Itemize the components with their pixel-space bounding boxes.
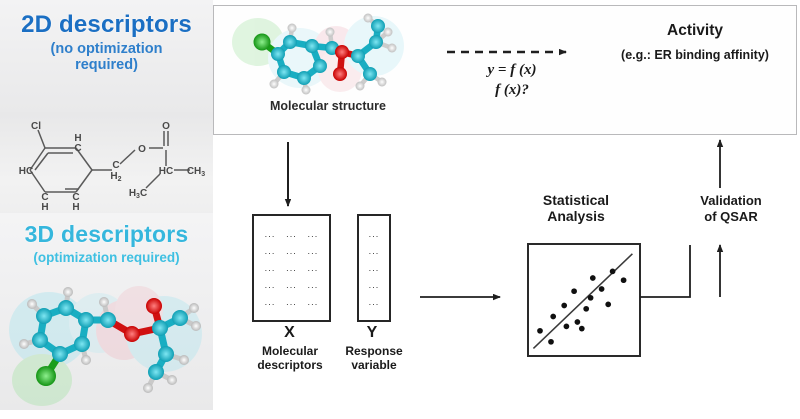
x-caption-line1: Molecular: [261, 344, 318, 358]
2d-chemical-structure: Cl H C HC C H C H C H2 O O HC CH3 H3C: [8, 118, 208, 216]
svg-text:O: O: [138, 144, 146, 155]
stat-title-line2: Analysis: [547, 208, 605, 225]
y-matrix-dotgrid: ... ... ... ... ...: [359, 216, 389, 320]
title-2d-descriptors: 2D descriptors: [21, 11, 192, 38]
scatter-point: [550, 313, 557, 320]
matrix-cell: ...: [286, 263, 297, 273]
matrix-cell: ...: [307, 229, 319, 239]
connector-statistics-to-validation: [640, 245, 691, 298]
subtitle-2d-line2: required): [75, 56, 138, 73]
y-response-matrix: ... ... ... ... ...: [357, 214, 391, 322]
svg-text:H2: H2: [110, 171, 121, 183]
x-matrix-caption: Molecular descriptors: [238, 344, 342, 372]
table-row: ...: [359, 297, 389, 307]
matrix-cell: ...: [264, 246, 276, 256]
svg-text:C: C: [112, 160, 119, 171]
matrix-cell: ...: [264, 280, 276, 290]
matrix-cell: ...: [307, 280, 319, 290]
matrix-cell: ...: [307, 263, 319, 273]
table-row: ... ... ...: [254, 246, 329, 256]
matrix-cell: ...: [368, 229, 380, 239]
table-row: ... ... ...: [254, 263, 329, 273]
scatter-plot: [527, 243, 641, 357]
validation-line2: of QSAR: [704, 208, 758, 224]
svg-text:H: H: [74, 133, 81, 144]
matrix-cell: ...: [264, 263, 276, 273]
trendline: [532, 253, 633, 349]
statistical-analysis-title: Statistical Analysis: [516, 192, 636, 224]
matrix-cell: ...: [368, 263, 380, 273]
scatter-point: [537, 327, 543, 334]
table-row: ...: [359, 246, 389, 256]
equation-line-2: f (x)?: [495, 82, 529, 98]
table-row: ... ... ...: [254, 229, 329, 239]
matrix-cell: ...: [264, 297, 276, 307]
svg-text:C: C: [41, 192, 48, 203]
scatter-point: [587, 294, 594, 301]
validation-of-qsar-label: Validation of QSAR: [675, 193, 787, 224]
subtitle-2d-descriptors: (no optimization required): [0, 41, 213, 73]
scatter-point: [563, 323, 570, 330]
svg-text:H3C: H3C: [129, 188, 147, 200]
equation-line-1: y = f (x): [487, 62, 537, 78]
svg-text:C: C: [72, 192, 79, 203]
matrix-cell: ...: [286, 297, 297, 307]
svg-text:HC: HC: [19, 166, 33, 177]
matrix-cell: ...: [264, 229, 276, 239]
subtitle-3d-descriptors: (optimization required): [33, 250, 180, 265]
matrix-cell: ...: [368, 297, 380, 307]
scatter-point: [589, 275, 596, 281]
table-row: ...: [359, 263, 389, 273]
matrix-cell: ...: [286, 280, 297, 290]
scatter-point: [605, 301, 612, 308]
svg-text:H: H: [72, 202, 79, 213]
molecular-structure-caption: Molecular structure: [269, 99, 386, 113]
table-row: ... ... ...: [254, 297, 329, 307]
matrix-cell: ...: [286, 246, 297, 256]
stat-title-line1: Statistical: [542, 192, 610, 208]
x-caption-line2: descriptors: [257, 358, 323, 373]
matrix-cell: ...: [286, 229, 297, 239]
y-matrix-letter: Y: [366, 324, 378, 341]
y-matrix-caption: Response variable: [344, 344, 404, 372]
matrix-cell: ...: [368, 280, 380, 290]
matrix-cell: ...: [307, 297, 319, 307]
scatter-point: [598, 286, 605, 292]
table-row: ... ... ...: [254, 280, 329, 290]
scatter-point: [548, 338, 554, 345]
3d-molecular-model: [4, 268, 212, 406]
x-descriptor-matrix: ... ... ... ... ... ... ... ... ... ... …: [252, 214, 331, 322]
x-matrix-letter: X: [284, 324, 295, 341]
y-caption-line2: variable: [351, 358, 397, 373]
svg-text:O: O: [162, 121, 170, 132]
scatter-points: [537, 268, 627, 345]
activity-subtitle: (e.g.: ER binding affinity): [621, 48, 769, 62]
scatter-point: [583, 305, 590, 312]
x-matrix-dotgrid: ... ... ... ... ... ... ... ... ... ... …: [254, 216, 329, 320]
validation-line1: Validation: [700, 193, 762, 208]
scatter-point: [609, 268, 616, 275]
scatter-point: [620, 277, 627, 284]
matrix-cell: ...: [368, 246, 380, 256]
svg-text:C: C: [74, 143, 81, 154]
table-row: ...: [359, 229, 389, 239]
subtitle-2d-line1: (no optimization: [50, 41, 163, 57]
scatter-point: [571, 288, 577, 295]
title-3d-descriptors: 3D descriptors: [24, 221, 189, 247]
y-caption-line1: Response: [345, 344, 403, 358]
svg-text:CH3: CH3: [187, 166, 205, 178]
svg-text:Cl: Cl: [31, 121, 41, 132]
top-panel-molecule-model: [228, 12, 418, 98]
scatter-plot-canvas: [532, 253, 633, 349]
scatter-point: [561, 302, 568, 309]
scatter-point: [574, 319, 581, 325]
svg-text:HC: HC: [159, 166, 173, 177]
table-row: ...: [359, 280, 389, 290]
activity-title: Activity: [667, 22, 723, 39]
panel-2d-descriptors: [0, 0, 213, 112]
svg-text:H: H: [41, 202, 48, 213]
scatter-point: [578, 325, 585, 332]
matrix-cell: ...: [307, 246, 319, 256]
